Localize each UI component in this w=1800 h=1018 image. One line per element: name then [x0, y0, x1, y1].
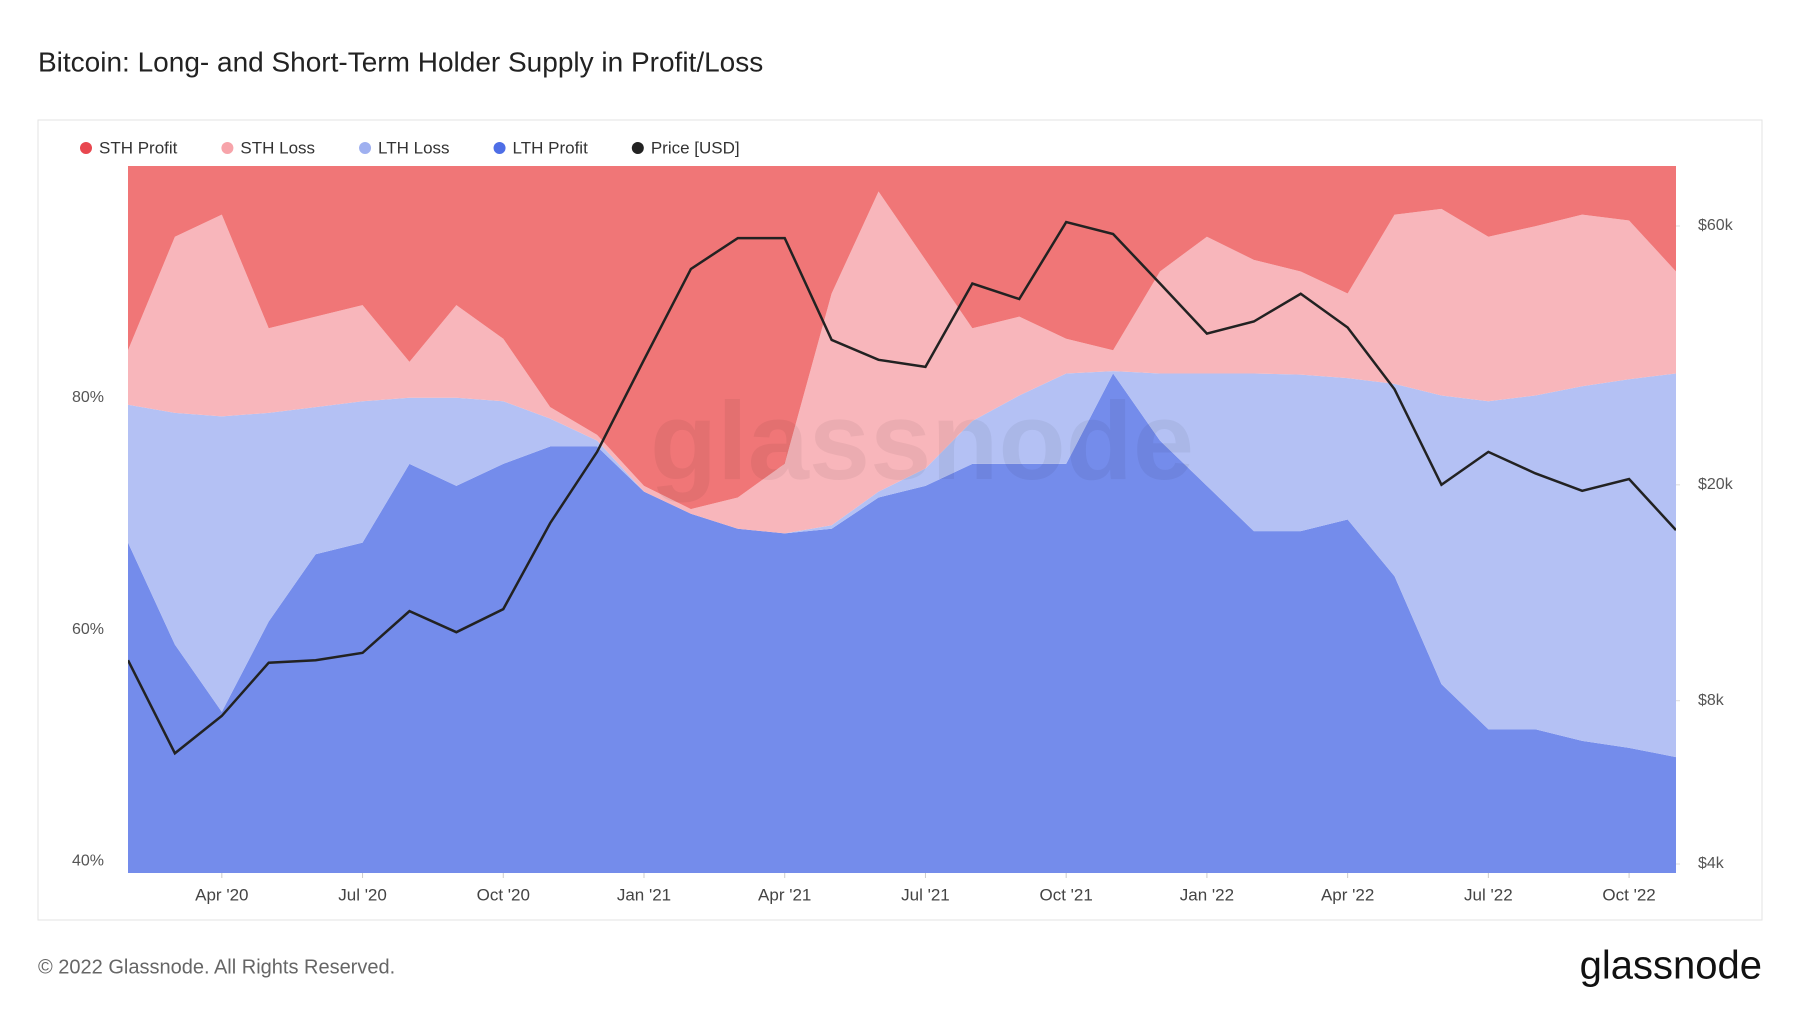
watermark: glassnode	[650, 380, 1194, 503]
x-tick-label: Oct '20	[477, 885, 530, 904]
area	[128, 371, 1676, 758]
area	[128, 166, 1676, 510]
legend-label: Price [USD]	[651, 138, 740, 157]
y2-tick-label: $8k	[1698, 692, 1725, 709]
y2-tick-label: $60k	[1698, 217, 1734, 234]
chart-frame	[37, 119, 1763, 921]
x-tick-label: Oct '21	[1040, 885, 1093, 904]
legend-label: LTH Loss	[378, 138, 450, 157]
legend-marker	[359, 142, 372, 154]
legend-label: LTH Profit	[513, 138, 589, 157]
legend-label: STH Profit	[99, 138, 178, 157]
x-tick-label: Jul '20	[338, 885, 387, 904]
x-tick-label: Apr '21	[758, 885, 811, 904]
legend-marker	[221, 142, 234, 154]
legend-marker	[493, 142, 506, 154]
chart-title: Bitcoin: Long- and Short-Term Holder Sup…	[38, 46, 763, 77]
legend-marker	[80, 142, 92, 154]
brand-logo: glassnode	[1580, 944, 1762, 988]
footer: © 2022 Glassnode. All Rights Reserved.	[38, 956, 395, 978]
x-tick-label: Jul '21	[901, 885, 950, 904]
y-tick-label: 60%	[72, 621, 104, 638]
plot	[128, 166, 1676, 873]
y-tick-label: 80%	[72, 389, 104, 406]
y2-tick-label: $20k	[1698, 476, 1734, 493]
area	[128, 373, 1676, 873]
x-tick-label: Apr '22	[1321, 885, 1374, 904]
y2-tick-label: $4k	[1698, 855, 1725, 872]
price-line	[128, 220, 1676, 756]
y-tick-label: 40%	[72, 853, 104, 870]
legend-label: STH Loss	[240, 138, 315, 157]
x-tick-label: Apr '20	[195, 885, 248, 904]
legend-marker	[631, 142, 644, 154]
x-tick-label: Jul '22	[1464, 885, 1513, 904]
x-tick-label: Jan '22	[1180, 885, 1234, 904]
x-tick-label: Jan '21	[617, 885, 671, 904]
x-tick-label: Oct '22	[1602, 885, 1655, 904]
